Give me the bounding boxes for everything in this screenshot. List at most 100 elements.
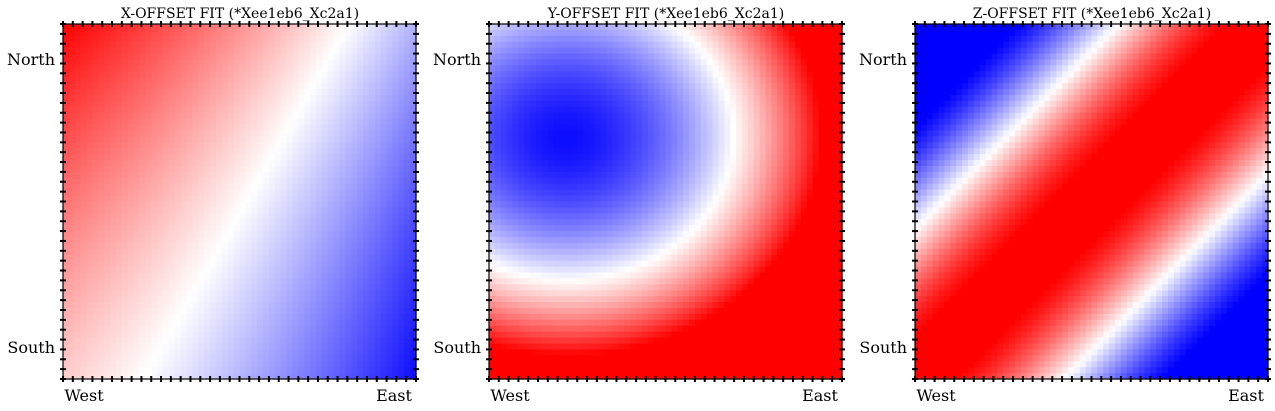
heatmap-cell — [263, 24, 270, 31]
heatmap-cell — [133, 166, 141, 173]
heatmap-cell — [127, 65, 135, 72]
heatmap-cell — [659, 106, 667, 114]
heatmap-cell — [151, 112, 158, 120]
heatmap-cell — [368, 112, 376, 120]
heatmap-cell — [239, 254, 246, 262]
heatmap-cell — [345, 183, 352, 191]
heatmap-cell — [339, 254, 346, 262]
heatmap-cell — [92, 189, 99, 197]
heatmap-cell — [624, 95, 631, 102]
heatmap-cell — [127, 24, 135, 31]
heatmap-cell — [553, 136, 561, 143]
heatmap-cell — [818, 59, 825, 67]
heatmap-cell — [263, 349, 270, 356]
heatmap-cell — [92, 124, 99, 132]
heatmap-cell — [351, 355, 358, 362]
heatmap-cell — [180, 302, 188, 309]
heatmap-cell — [180, 331, 188, 339]
heatmap-cell — [298, 136, 305, 143]
heatmap-cell — [559, 106, 567, 114]
heatmap-cell — [180, 29, 188, 37]
heatmap-cell — [392, 24, 399, 31]
heatmap-cell — [386, 278, 394, 285]
heatmap-cell — [351, 325, 358, 333]
heatmap-cell — [192, 266, 199, 274]
heatmap-cell — [339, 201, 346, 209]
heatmap-cell — [583, 83, 590, 90]
heatmap-cell — [110, 343, 117, 351]
heatmap-cell — [80, 337, 88, 345]
heatmap-cell — [210, 183, 217, 191]
heatmap-cell — [351, 278, 358, 285]
heatmap-cell — [63, 112, 70, 120]
heatmap-cell — [304, 284, 311, 291]
heatmap-cell — [198, 308, 205, 315]
heatmap-cell — [86, 201, 94, 209]
heatmap-cell — [198, 189, 205, 197]
heatmap-cell — [86, 100, 94, 108]
heatmap-cell — [174, 89, 182, 96]
heatmap-cell — [398, 59, 405, 67]
heatmap-cell — [221, 77, 229, 84]
heatmap-cell — [494, 112, 502, 120]
heatmap-cell — [630, 59, 637, 67]
heatmap-cell — [321, 302, 329, 309]
heatmap-cell — [98, 272, 105, 280]
heatmap-cell — [133, 195, 141, 203]
heatmap-cell — [151, 154, 158, 161]
heatmap-cell — [736, 71, 743, 78]
heatmap-cell — [665, 118, 672, 126]
heatmap-cell — [386, 219, 394, 226]
heatmap-cell — [268, 308, 276, 315]
heatmap-cell — [286, 189, 294, 197]
heatmap-cell — [168, 195, 176, 203]
heatmap-cell — [127, 231, 135, 238]
heatmap-cell — [163, 272, 170, 280]
heatmap-cell — [530, 35, 537, 43]
heatmap-cell — [398, 242, 405, 250]
heatmap-cell — [257, 331, 264, 339]
heatmap-cell — [677, 35, 684, 43]
heatmap-cell — [239, 142, 246, 149]
heatmap-cell — [145, 65, 152, 72]
heatmap-cell — [163, 361, 170, 368]
heatmap-cell — [221, 313, 229, 321]
heatmap-cell — [92, 148, 99, 155]
heatmap-cell — [110, 71, 117, 78]
heatmap-cell — [263, 71, 270, 78]
heatmap-cell — [139, 219, 146, 226]
heatmap-cell — [506, 29, 514, 37]
heatmap-cell — [386, 319, 394, 327]
heatmap-cell — [115, 89, 123, 96]
heatmap-cell — [506, 53, 514, 61]
heatmap-cell — [310, 296, 317, 303]
heatmap-cell — [321, 118, 329, 126]
heatmap-cell — [327, 124, 335, 132]
heatmap-cell — [518, 142, 525, 149]
heatmap-cell — [524, 83, 531, 90]
heatmap-cell — [818, 35, 825, 43]
heatmap-cell — [86, 278, 94, 285]
heatmap-cell — [368, 160, 376, 167]
heatmap-cell — [380, 189, 388, 197]
heatmap-cell — [304, 308, 311, 315]
heatmap-cell — [227, 89, 235, 96]
heatmap-cell — [824, 77, 831, 84]
heatmap-cell — [315, 225, 323, 232]
heatmap-cell — [357, 35, 364, 43]
heatmap-cell — [753, 71, 761, 78]
heatmap-cell — [257, 213, 264, 220]
heatmap-cell — [80, 171, 88, 179]
heatmap-cell — [151, 266, 158, 274]
heatmap-cell — [771, 35, 778, 43]
heatmap-cell — [210, 65, 217, 72]
heatmap-cell — [192, 77, 199, 84]
heatmap-cell — [571, 24, 578, 31]
heatmap-cell — [110, 29, 117, 37]
heatmap-cell — [327, 296, 335, 303]
heatmap-cell — [380, 24, 388, 31]
heatmap-cell — [830, 53, 837, 61]
heatmap-cell — [180, 296, 188, 303]
heatmap-cell — [392, 201, 399, 209]
heatmap-cell — [583, 89, 590, 96]
